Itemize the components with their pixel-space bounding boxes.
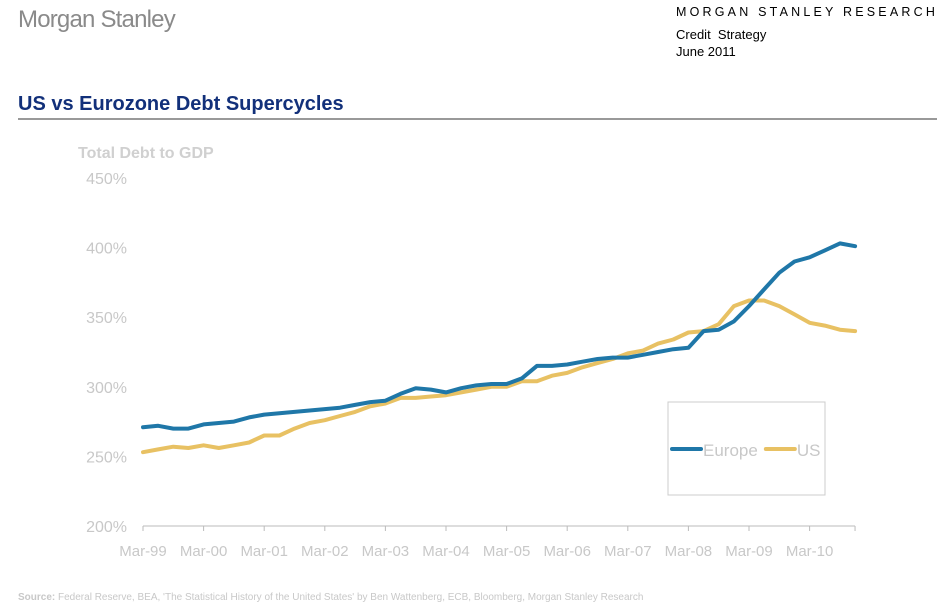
page-title: US vs Eurozone Debt Supercycles	[18, 93, 344, 115]
x-tick-label: Mar-05	[483, 543, 531, 560]
x-tick-label: Mar-09	[725, 543, 773, 560]
morgan-stanley-logo: Morgan Stanley	[18, 6, 176, 33]
y-tick-label: 250%	[86, 449, 127, 466]
source-text: Federal Reserve, BEA, 'The Statistical H…	[55, 592, 644, 603]
x-tick-label: Mar-02	[301, 543, 349, 560]
x-tick-label: Mar-03	[362, 543, 410, 560]
source-label: Source:	[18, 592, 56, 603]
y-tick-label: 400%	[86, 241, 127, 258]
y-tick-label: 350%	[86, 310, 127, 327]
date-label: June 2011	[676, 44, 736, 59]
source-note: Source: Federal Reserve, BEA, 'The Stati…	[18, 592, 643, 604]
y-tick-label: 300%	[86, 380, 127, 397]
legend-label-us: US	[797, 441, 821, 460]
x-tick-label: Mar-10	[786, 543, 834, 560]
department-label: Credit Strategy	[676, 27, 767, 42]
x-tick-label: Mar-04	[422, 543, 470, 560]
research-label: MORGAN STANLEY RESEARCH	[676, 5, 937, 19]
x-tick-label: Mar-99	[119, 543, 167, 560]
x-tick-label: Mar-01	[240, 543, 288, 560]
title-divider	[18, 118, 937, 120]
series-line-europe	[141, 241, 858, 431]
y-axis-title: Total Debt to GDP	[78, 145, 214, 162]
y-tick-label: 200%	[86, 519, 127, 536]
y-tick-label: 450%	[86, 171, 127, 188]
x-tick-label: Mar-00	[180, 543, 228, 560]
legend-label-europe: Europe	[703, 441, 758, 460]
x-tick-label: Mar-07	[604, 543, 652, 560]
x-tick-label: Mar-08	[665, 543, 713, 560]
x-tick-label: Mar-06	[543, 543, 591, 560]
series-line-us	[141, 298, 858, 455]
